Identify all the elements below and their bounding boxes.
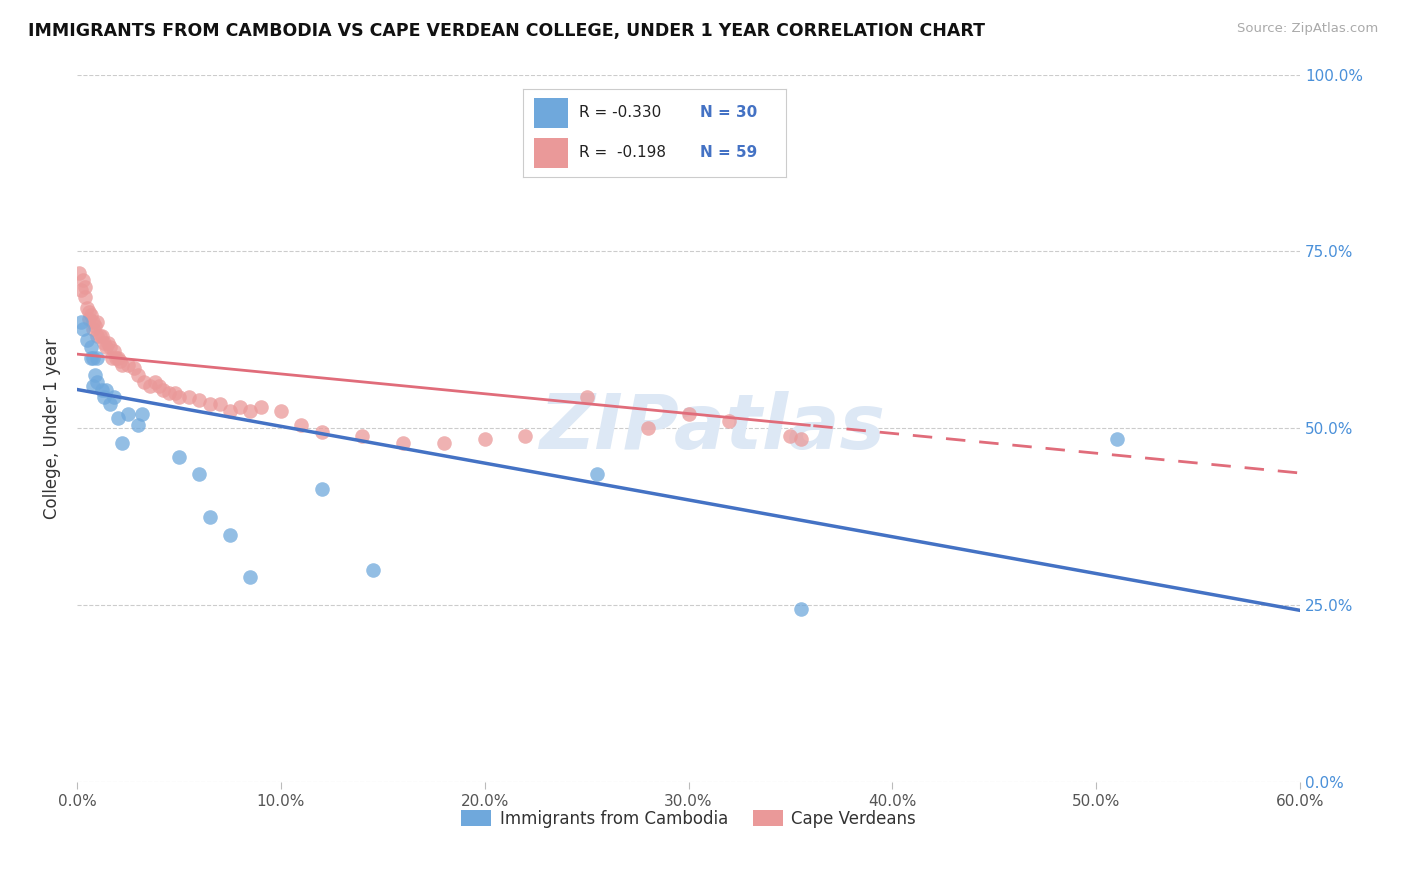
Point xyxy=(117,358,139,372)
Point xyxy=(198,397,221,411)
Point xyxy=(98,340,121,354)
Text: ZIPatlas: ZIPatlas xyxy=(540,392,886,466)
Point xyxy=(585,467,607,482)
Point xyxy=(239,403,262,417)
Point xyxy=(75,280,97,294)
Point xyxy=(290,417,312,432)
Point xyxy=(89,329,111,343)
Point xyxy=(76,301,98,315)
Point xyxy=(80,340,103,354)
Point xyxy=(80,351,103,365)
Point xyxy=(167,450,190,464)
Point xyxy=(208,397,231,411)
Point xyxy=(127,368,149,383)
Point xyxy=(122,361,145,376)
Point xyxy=(93,336,115,351)
Point xyxy=(188,393,211,408)
Point xyxy=(72,273,94,287)
Text: Source: ZipAtlas.com: Source: ZipAtlas.com xyxy=(1237,22,1378,36)
Point xyxy=(179,390,201,404)
Point xyxy=(70,284,93,298)
Point xyxy=(100,351,122,365)
Point xyxy=(311,425,333,439)
Point xyxy=(72,322,94,336)
Point xyxy=(789,432,811,446)
Point xyxy=(134,376,156,390)
Point xyxy=(163,386,186,401)
Point xyxy=(779,428,801,442)
Point xyxy=(188,467,211,482)
Point xyxy=(637,421,659,435)
Point xyxy=(515,428,537,442)
Point xyxy=(79,304,101,318)
Point xyxy=(104,351,127,365)
Point xyxy=(108,354,131,368)
Point xyxy=(75,291,97,305)
Point xyxy=(93,390,115,404)
Point xyxy=(117,407,139,421)
Point xyxy=(229,401,252,415)
Point xyxy=(361,563,384,577)
Point xyxy=(97,336,120,351)
Point xyxy=(84,318,107,333)
Point xyxy=(86,329,108,343)
Text: IMMIGRANTS FROM CAMBODIA VS CAPE VERDEAN COLLEGE, UNDER 1 YEAR CORRELATION CHART: IMMIGRANTS FROM CAMBODIA VS CAPE VERDEAN… xyxy=(28,22,986,40)
Point xyxy=(103,390,125,404)
Point xyxy=(157,386,180,401)
Point xyxy=(219,527,242,541)
Point xyxy=(90,329,112,343)
Point xyxy=(718,414,741,428)
Point xyxy=(152,383,174,397)
Y-axis label: College, Under 1 year: College, Under 1 year xyxy=(44,338,60,519)
Point xyxy=(94,340,117,354)
Point xyxy=(86,351,108,365)
Point xyxy=(67,266,90,280)
Point xyxy=(98,397,121,411)
Point xyxy=(76,333,98,347)
Point xyxy=(111,358,134,372)
Point xyxy=(82,322,104,336)
Point xyxy=(167,390,190,404)
Point xyxy=(90,383,112,397)
Point xyxy=(107,351,129,365)
Point xyxy=(143,376,166,390)
Point xyxy=(789,602,811,616)
Point xyxy=(82,379,104,393)
Point xyxy=(82,315,104,329)
Point xyxy=(352,428,374,442)
Point xyxy=(131,407,153,421)
Point xyxy=(111,435,134,450)
Point xyxy=(79,311,101,326)
Point xyxy=(139,379,162,393)
Point xyxy=(82,351,104,365)
Point xyxy=(474,432,496,446)
Point xyxy=(575,390,598,404)
Point xyxy=(392,435,415,450)
Point xyxy=(148,379,170,393)
Point xyxy=(94,383,117,397)
Point xyxy=(311,482,333,496)
Legend: Immigrants from Cambodia, Cape Verdeans: Immigrants from Cambodia, Cape Verdeans xyxy=(454,803,922,834)
Point xyxy=(103,343,125,358)
Point xyxy=(249,401,271,415)
Point xyxy=(86,315,108,329)
Point xyxy=(219,403,242,417)
Point xyxy=(433,435,456,450)
Point xyxy=(198,510,221,524)
Point xyxy=(70,315,93,329)
Point xyxy=(86,376,108,390)
Point xyxy=(270,403,292,417)
Point xyxy=(127,417,149,432)
Point xyxy=(84,368,107,383)
Point xyxy=(678,407,700,421)
Point xyxy=(239,570,262,584)
Point xyxy=(1105,432,1128,446)
Point xyxy=(107,410,129,425)
Point xyxy=(80,308,103,322)
